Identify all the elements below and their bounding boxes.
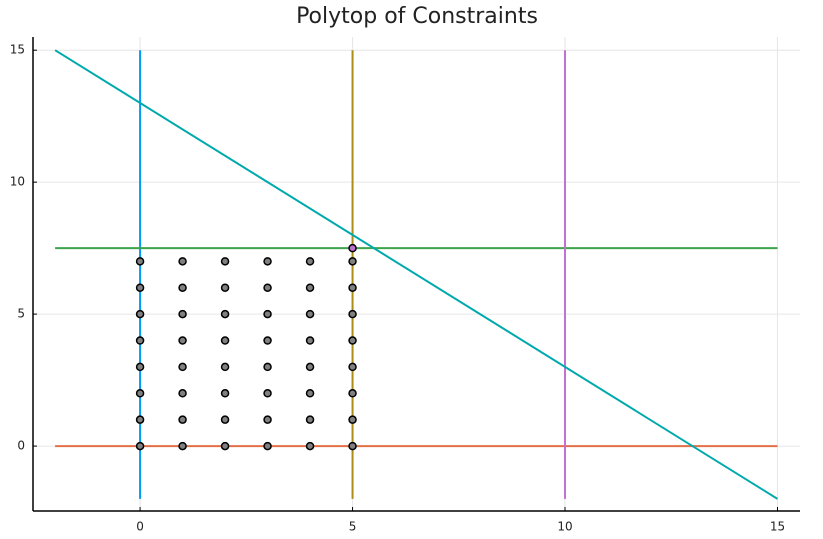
point xyxy=(220,283,230,292)
point xyxy=(178,309,187,319)
point xyxy=(348,257,357,266)
point xyxy=(178,441,187,451)
point xyxy=(263,362,272,372)
point xyxy=(135,415,145,424)
point xyxy=(178,257,187,266)
x-tick-label: 5 xyxy=(349,520,357,534)
point xyxy=(263,336,272,345)
y-tick-label: 15 xyxy=(10,43,25,57)
point xyxy=(305,415,315,424)
chart-title: Polytop of Constraints xyxy=(296,4,538,29)
point xyxy=(305,336,315,345)
point xyxy=(348,283,357,292)
point xyxy=(348,415,357,424)
point xyxy=(348,336,357,345)
point xyxy=(135,309,145,319)
x-tick-label: 10 xyxy=(557,520,572,534)
point xyxy=(220,441,230,451)
y-tick-label: 5 xyxy=(17,307,25,321)
point xyxy=(135,389,145,398)
point xyxy=(135,362,145,372)
point xyxy=(220,336,230,345)
point xyxy=(178,336,187,345)
point xyxy=(220,257,230,266)
point xyxy=(135,441,145,451)
point xyxy=(348,309,357,319)
point xyxy=(263,389,272,398)
point xyxy=(305,362,315,372)
point xyxy=(178,362,187,372)
point xyxy=(263,309,272,319)
point xyxy=(220,389,230,398)
point xyxy=(348,362,357,372)
point xyxy=(220,362,230,372)
point xyxy=(305,283,315,292)
x-tick-label: 15 xyxy=(770,520,785,534)
point xyxy=(263,257,272,266)
point xyxy=(178,415,187,424)
point xyxy=(135,336,145,345)
point xyxy=(305,257,315,266)
point xyxy=(348,441,357,451)
point xyxy=(178,389,187,398)
point xyxy=(220,309,230,319)
y-tick-label: 10 xyxy=(10,175,25,189)
point xyxy=(220,415,230,424)
point xyxy=(305,309,315,319)
y-tick-label: 0 xyxy=(17,439,25,453)
point xyxy=(178,283,187,292)
point xyxy=(305,389,315,398)
point xyxy=(348,389,357,398)
point xyxy=(135,283,145,292)
constraint-line xyxy=(54,49,779,500)
point xyxy=(135,257,145,266)
point xyxy=(263,283,272,292)
point xyxy=(348,243,357,253)
point xyxy=(263,441,272,451)
x-tick-label: 0 xyxy=(136,520,144,534)
point xyxy=(305,441,315,451)
point xyxy=(263,415,272,424)
